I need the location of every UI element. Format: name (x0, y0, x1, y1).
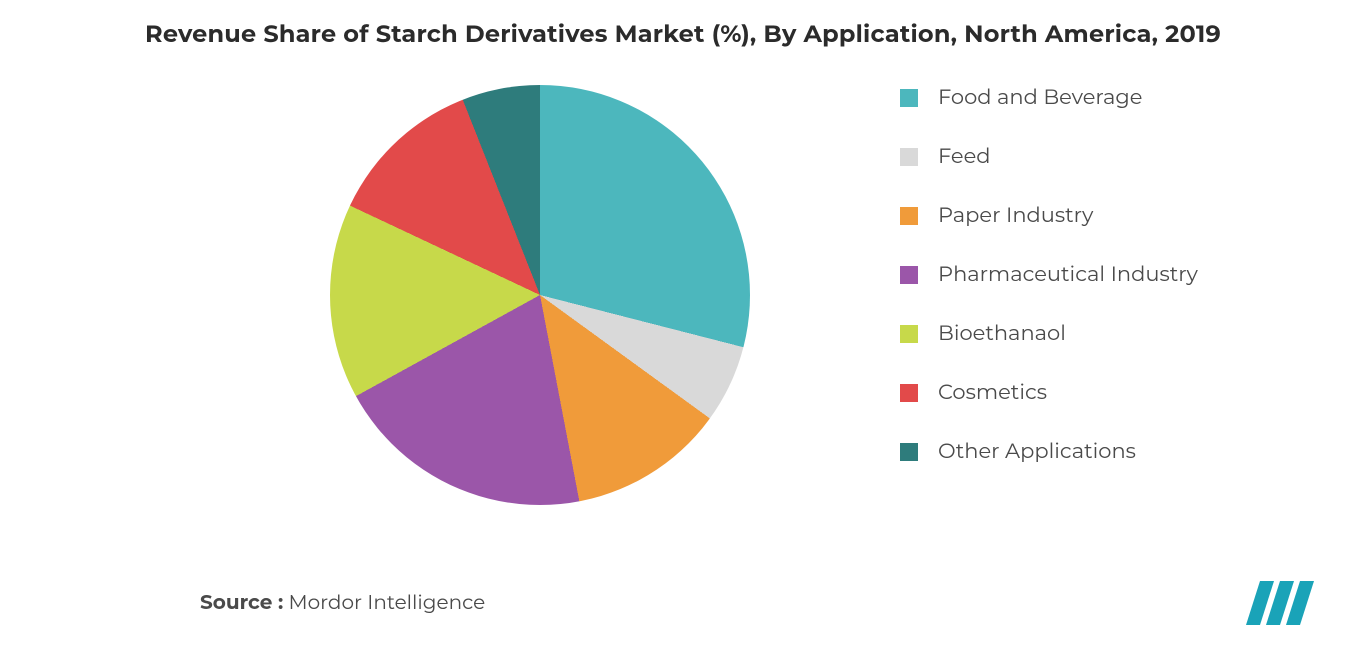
legend-label: Other Applications (938, 439, 1136, 464)
legend-item: Other Applications (900, 439, 1320, 464)
legend-swatch (900, 384, 918, 402)
legend-label: Pharmaceutical Industry (938, 262, 1198, 287)
source-value: Mordor Intelligence (289, 591, 486, 615)
legend-swatch (900, 89, 918, 107)
legend-swatch (900, 325, 918, 343)
legend: Food and Beverage Feed Paper Industry Pharm… (900, 85, 1320, 498)
legend-label: Bioethanaol (938, 321, 1066, 346)
legend-label: Cosmetics (938, 380, 1047, 405)
pie-chart-canvas (330, 85, 750, 505)
chart-title: Revenue Share of Starch Derivatives Mark… (0, 20, 1366, 49)
legend-item: Bioethanaol (900, 321, 1320, 346)
mordor-logo (1246, 581, 1326, 625)
legend-swatch (900, 207, 918, 225)
legend-swatch (900, 443, 918, 461)
legend-swatch (900, 266, 918, 284)
source-line: Source : Mordor Intelligence (200, 591, 485, 615)
legend-label: Food and Beverage (938, 85, 1142, 110)
legend-item: Food and Beverage (900, 85, 1320, 110)
legend-swatch (900, 148, 918, 166)
legend-label: Feed (938, 144, 991, 169)
legend-item: Paper Industry (900, 203, 1320, 228)
legend-item: Cosmetics (900, 380, 1320, 405)
legend-item: Pharmaceutical Industry (900, 262, 1320, 287)
legend-item: Feed (900, 144, 1320, 169)
source-label: Source : (200, 591, 283, 615)
pie-chart (330, 85, 750, 505)
legend-label: Paper Industry (938, 203, 1093, 228)
